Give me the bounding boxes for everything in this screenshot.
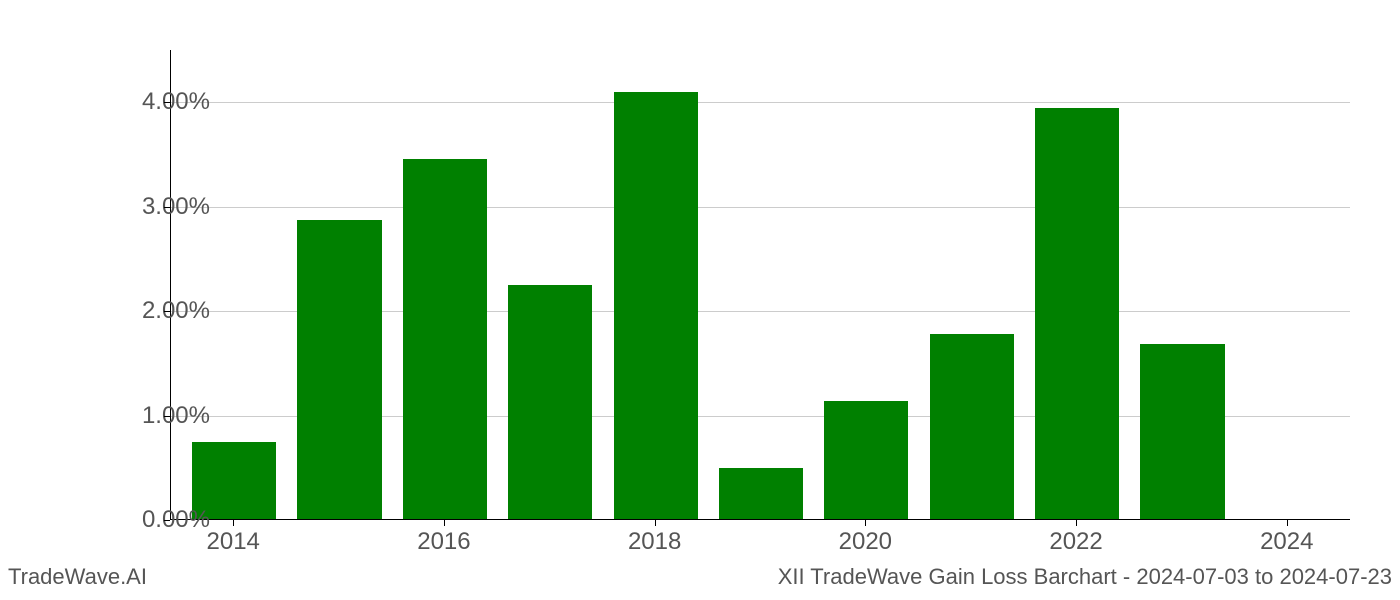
y-tick-label: 0.00%: [90, 506, 210, 534]
x-tick-mark: [1076, 520, 1077, 526]
x-tick-mark: [444, 520, 445, 526]
bar: [297, 220, 381, 519]
chart-plot-area: [170, 50, 1350, 520]
footer-brand: TradeWave.AI: [8, 564, 147, 590]
x-tick-mark: [1287, 520, 1288, 526]
bar: [508, 285, 592, 519]
x-tick-label: 2016: [404, 528, 484, 556]
x-tick-label: 2024: [1247, 528, 1327, 556]
footer-caption: XII TradeWave Gain Loss Barchart - 2024-…: [778, 564, 1392, 590]
y-tick-mark: [164, 416, 170, 417]
x-tick-mark: [865, 520, 866, 526]
bar: [1140, 344, 1224, 519]
x-tick-label: 2018: [615, 528, 695, 556]
y-tick-label: 1.00%: [90, 402, 210, 430]
plot-border: [170, 50, 1350, 520]
gridline: [171, 102, 1350, 103]
bar: [719, 468, 803, 519]
y-tick-label: 4.00%: [90, 88, 210, 116]
x-tick-label: 2014: [193, 528, 273, 556]
y-tick-mark: [164, 311, 170, 312]
bar: [403, 159, 487, 519]
bar: [930, 334, 1014, 519]
y-tick-mark: [164, 102, 170, 103]
y-tick-label: 3.00%: [90, 193, 210, 221]
x-tick-mark: [233, 520, 234, 526]
gridline: [171, 207, 1350, 208]
y-tick-label: 2.00%: [90, 297, 210, 325]
x-tick-label: 2022: [1036, 528, 1116, 556]
bar: [614, 92, 698, 519]
x-tick-label: 2020: [825, 528, 905, 556]
x-tick-mark: [655, 520, 656, 526]
y-tick-mark: [164, 207, 170, 208]
bar: [824, 401, 908, 519]
bar: [1035, 108, 1119, 520]
y-tick-mark: [164, 520, 170, 521]
